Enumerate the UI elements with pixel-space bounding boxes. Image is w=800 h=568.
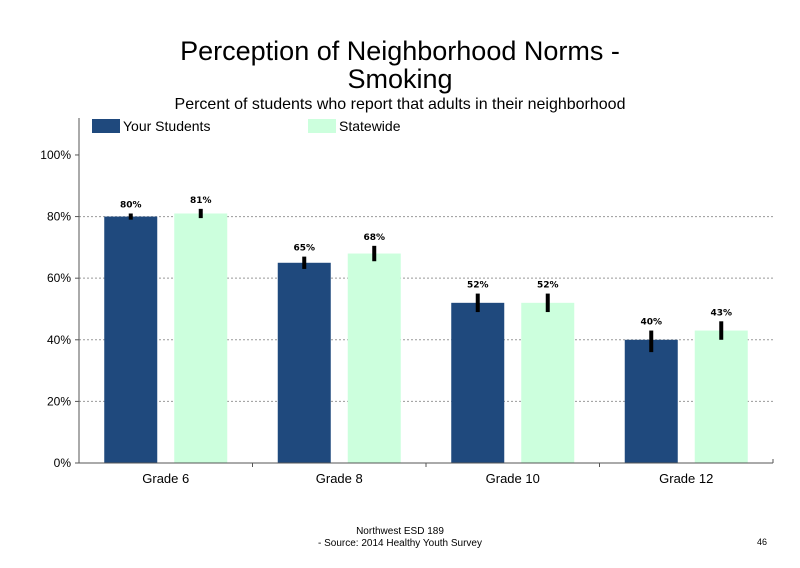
category-label: Grade 10	[486, 471, 540, 486]
legend-label: Statewide	[339, 118, 401, 134]
data-label: 43%	[710, 308, 732, 318]
chart-title-line1: Perception of Neighborhood Norms -	[180, 36, 620, 66]
data-label: 52%	[467, 281, 489, 291]
bar	[277, 262, 331, 463]
error-bars	[128, 208, 724, 353]
category-label: Grade 6	[142, 471, 189, 486]
data-label: 68%	[363, 233, 385, 243]
category-label: Grade 8	[316, 471, 363, 486]
data-label: 81%	[190, 196, 212, 206]
y-tick-label: 20%	[47, 394, 71, 408]
data-label: 65%	[293, 244, 315, 254]
y-tick-label: 40%	[47, 333, 71, 347]
bar	[451, 302, 505, 463]
data-label: 80%	[120, 200, 142, 210]
y-tick-label: 80%	[47, 210, 71, 224]
bar	[347, 253, 401, 463]
category-label: Grade 12	[659, 471, 713, 486]
legend: Your Students Statewide	[92, 118, 401, 134]
bar	[694, 330, 748, 463]
bar	[104, 216, 158, 463]
footer-source: - Source: 2014 Healthy Youth Survey	[318, 538, 482, 549]
chart-subtitle: Percent of students who report that adul…	[174, 96, 626, 113]
data-label: 52%	[537, 281, 559, 291]
data-labels: 80% 81% 65% 68% 52% 52% 40% 43%	[120, 196, 732, 328]
y-tick-label: 0%	[54, 456, 72, 470]
footer-org: Northwest ESD 189	[356, 526, 444, 537]
data-label: 40%	[640, 318, 662, 328]
bar	[521, 302, 575, 463]
bar	[174, 213, 228, 463]
axes: Grade 6 Grade 8 Grade 10 Grade 12 0% 20% 40% 60…	[40, 118, 774, 486]
chart-title-line2: Smoking	[347, 64, 453, 94]
page-number: 46	[757, 537, 768, 547]
bar	[624, 339, 678, 463]
legend-swatch	[92, 119, 120, 133]
legend-swatch	[308, 119, 336, 133]
y-tick-label: 100%	[40, 148, 71, 162]
y-tick-label: 60%	[47, 271, 71, 285]
bars	[104, 213, 748, 463]
legend-label: Your Students	[123, 118, 210, 134]
